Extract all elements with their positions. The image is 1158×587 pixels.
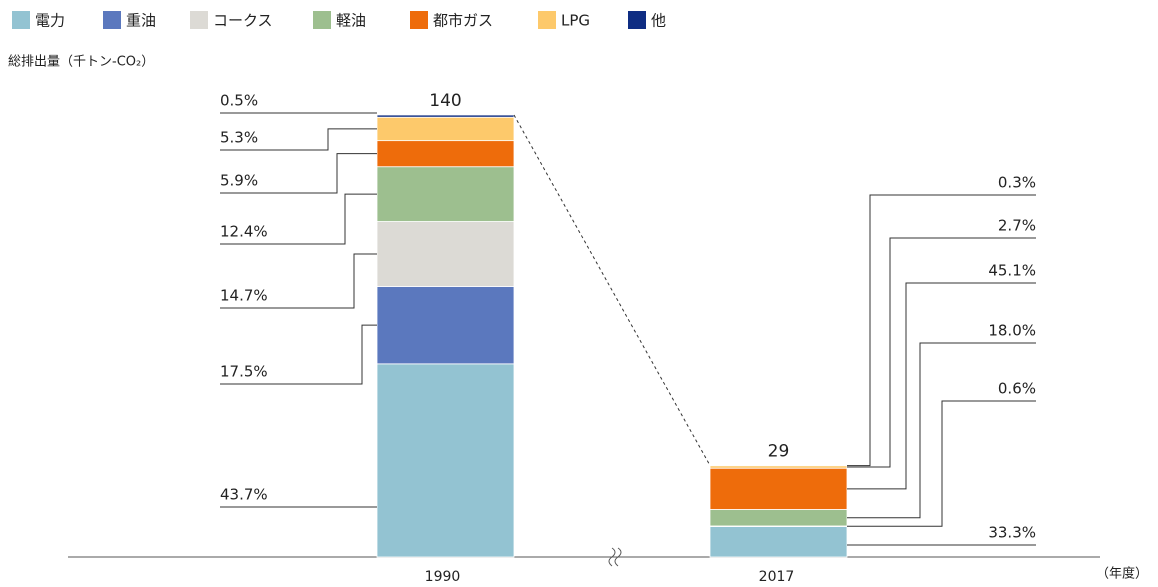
legend-swatch xyxy=(313,11,331,29)
leader-line xyxy=(220,153,377,194)
legend-swatch xyxy=(190,11,208,29)
data-label: 18.0% xyxy=(988,322,1036,340)
leader-line xyxy=(847,237,1036,468)
legend-swatch xyxy=(12,11,30,29)
data-label: 5.9% xyxy=(220,172,258,190)
data-label: 5.3% xyxy=(220,129,258,147)
bar-segment xyxy=(709,509,848,527)
legend-label: 重油 xyxy=(126,12,156,30)
legend-label: 電力 xyxy=(35,12,65,30)
bar-segment xyxy=(376,363,515,558)
leader-line xyxy=(220,324,377,385)
connector xyxy=(513,114,711,466)
data-label: 45.1% xyxy=(988,262,1036,280)
leader-line xyxy=(220,193,377,245)
x-tick-label: 1990 xyxy=(425,569,461,585)
total-label: 29 xyxy=(768,441,790,461)
leader-line xyxy=(847,342,1036,519)
legend-swatch xyxy=(628,11,646,29)
data-label: 17.5% xyxy=(220,363,268,381)
bar-segment xyxy=(376,221,515,287)
data-label: 0.6% xyxy=(998,380,1036,398)
leader-line xyxy=(847,282,1036,490)
data-label: 2.7% xyxy=(998,217,1036,235)
data-label: 33.3% xyxy=(988,524,1036,542)
legend-swatch xyxy=(538,11,556,29)
legend-label: コークス xyxy=(213,12,273,30)
data-label: 14.7% xyxy=(220,287,268,305)
total-label: 140 xyxy=(429,91,461,111)
data-label: 0.3% xyxy=(998,174,1036,192)
leader-line xyxy=(220,253,377,309)
bar-segment xyxy=(376,114,515,118)
y-axis-label: 総排出量（千トン-CO₂） xyxy=(8,55,154,70)
leader-line xyxy=(847,400,1036,527)
x-axis-label: （年度） xyxy=(1096,566,1148,582)
legend-swatch xyxy=(103,11,121,29)
legend-label: 軽油 xyxy=(336,12,366,30)
bar-segment xyxy=(709,526,848,558)
legend-label: 都市ガス xyxy=(433,12,493,30)
legend-label: LPG xyxy=(561,12,590,30)
leader-line xyxy=(220,128,377,151)
legend-swatch xyxy=(410,11,428,29)
bar-segment xyxy=(376,116,515,142)
bar-segment xyxy=(376,140,515,168)
axis-break xyxy=(608,547,622,567)
bar-segment xyxy=(709,467,848,510)
x-tick-label: 2017 xyxy=(759,569,795,585)
data-label: 43.7% xyxy=(220,486,268,504)
data-label: 12.4% xyxy=(220,223,268,241)
leader-line xyxy=(847,194,1036,467)
data-label: 0.5% xyxy=(220,92,258,110)
bar-segment xyxy=(376,286,515,365)
bar-segment xyxy=(376,166,515,222)
legend-label: 他 xyxy=(651,12,666,30)
